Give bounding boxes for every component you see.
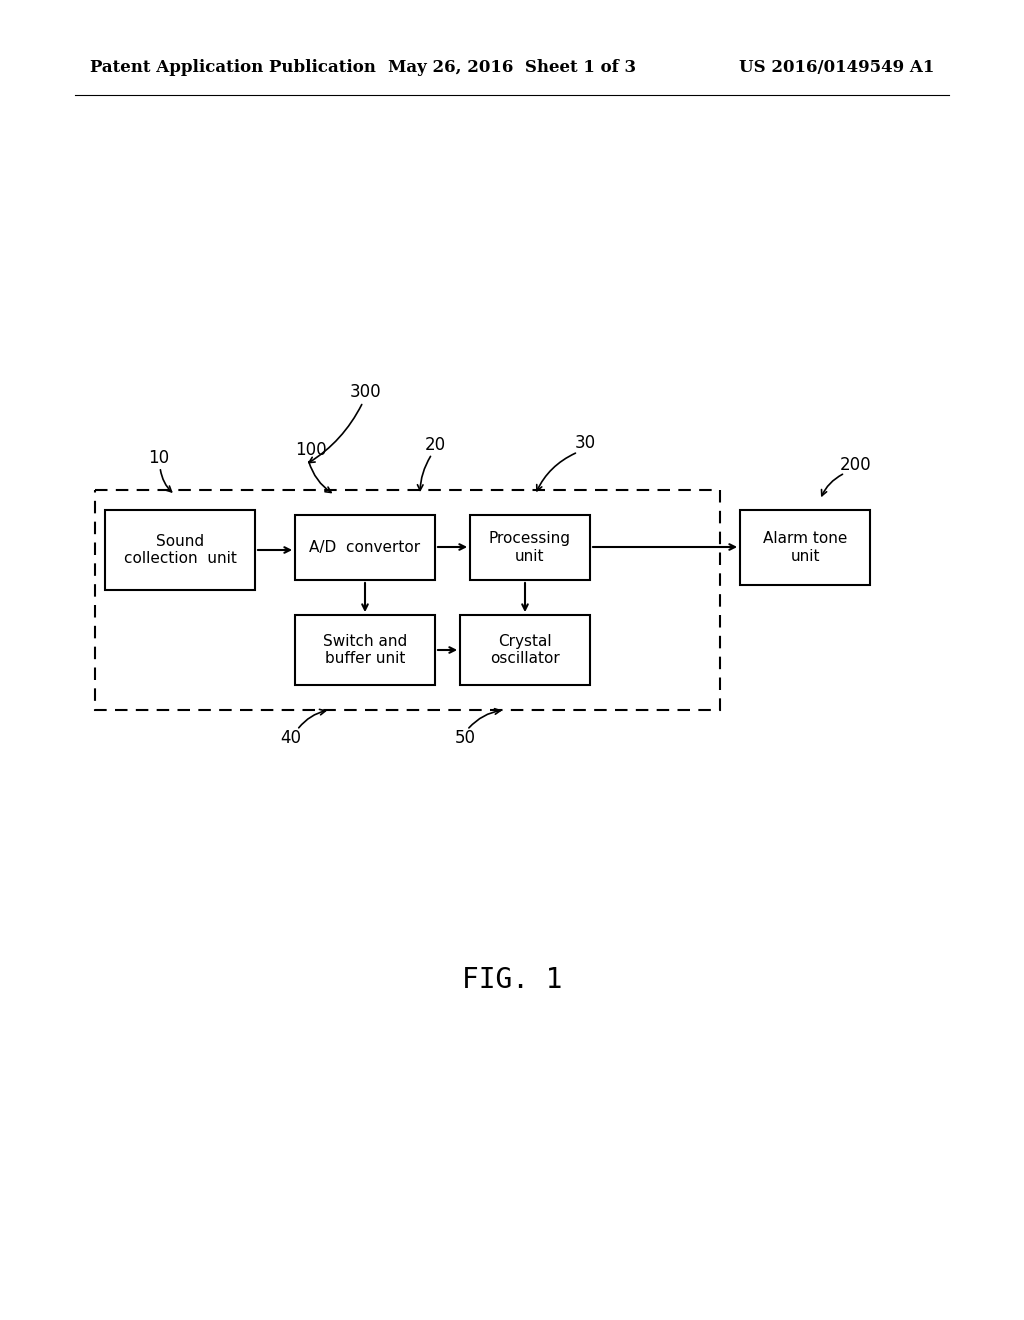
Text: May 26, 2016  Sheet 1 of 3: May 26, 2016 Sheet 1 of 3 <box>388 59 636 77</box>
Text: Crystal
oscillator: Crystal oscillator <box>490 634 560 667</box>
Text: A/D  convertor: A/D convertor <box>309 540 421 554</box>
Bar <box>470 515 590 579</box>
Bar <box>95 490 720 710</box>
Text: 40: 40 <box>280 729 301 747</box>
Text: 10: 10 <box>148 449 169 467</box>
Text: US 2016/0149549 A1: US 2016/0149549 A1 <box>738 59 934 77</box>
Text: FIG. 1: FIG. 1 <box>462 966 562 994</box>
Text: 200: 200 <box>840 455 871 474</box>
Bar <box>295 515 435 579</box>
Text: Sound
collection  unit: Sound collection unit <box>124 533 237 566</box>
Text: 100: 100 <box>295 441 327 459</box>
Text: 300: 300 <box>350 383 382 401</box>
Text: Switch and
buffer unit: Switch and buffer unit <box>323 634 408 667</box>
Bar <box>295 615 435 685</box>
Text: Patent Application Publication: Patent Application Publication <box>90 59 376 77</box>
Text: 30: 30 <box>575 434 596 451</box>
Text: 50: 50 <box>455 729 476 747</box>
Bar <box>460 615 590 685</box>
Text: Alarm tone
unit: Alarm tone unit <box>763 531 847 564</box>
Bar <box>105 510 255 590</box>
Text: Processing
unit: Processing unit <box>489 531 571 564</box>
Bar <box>740 510 870 585</box>
Text: 20: 20 <box>425 436 446 454</box>
